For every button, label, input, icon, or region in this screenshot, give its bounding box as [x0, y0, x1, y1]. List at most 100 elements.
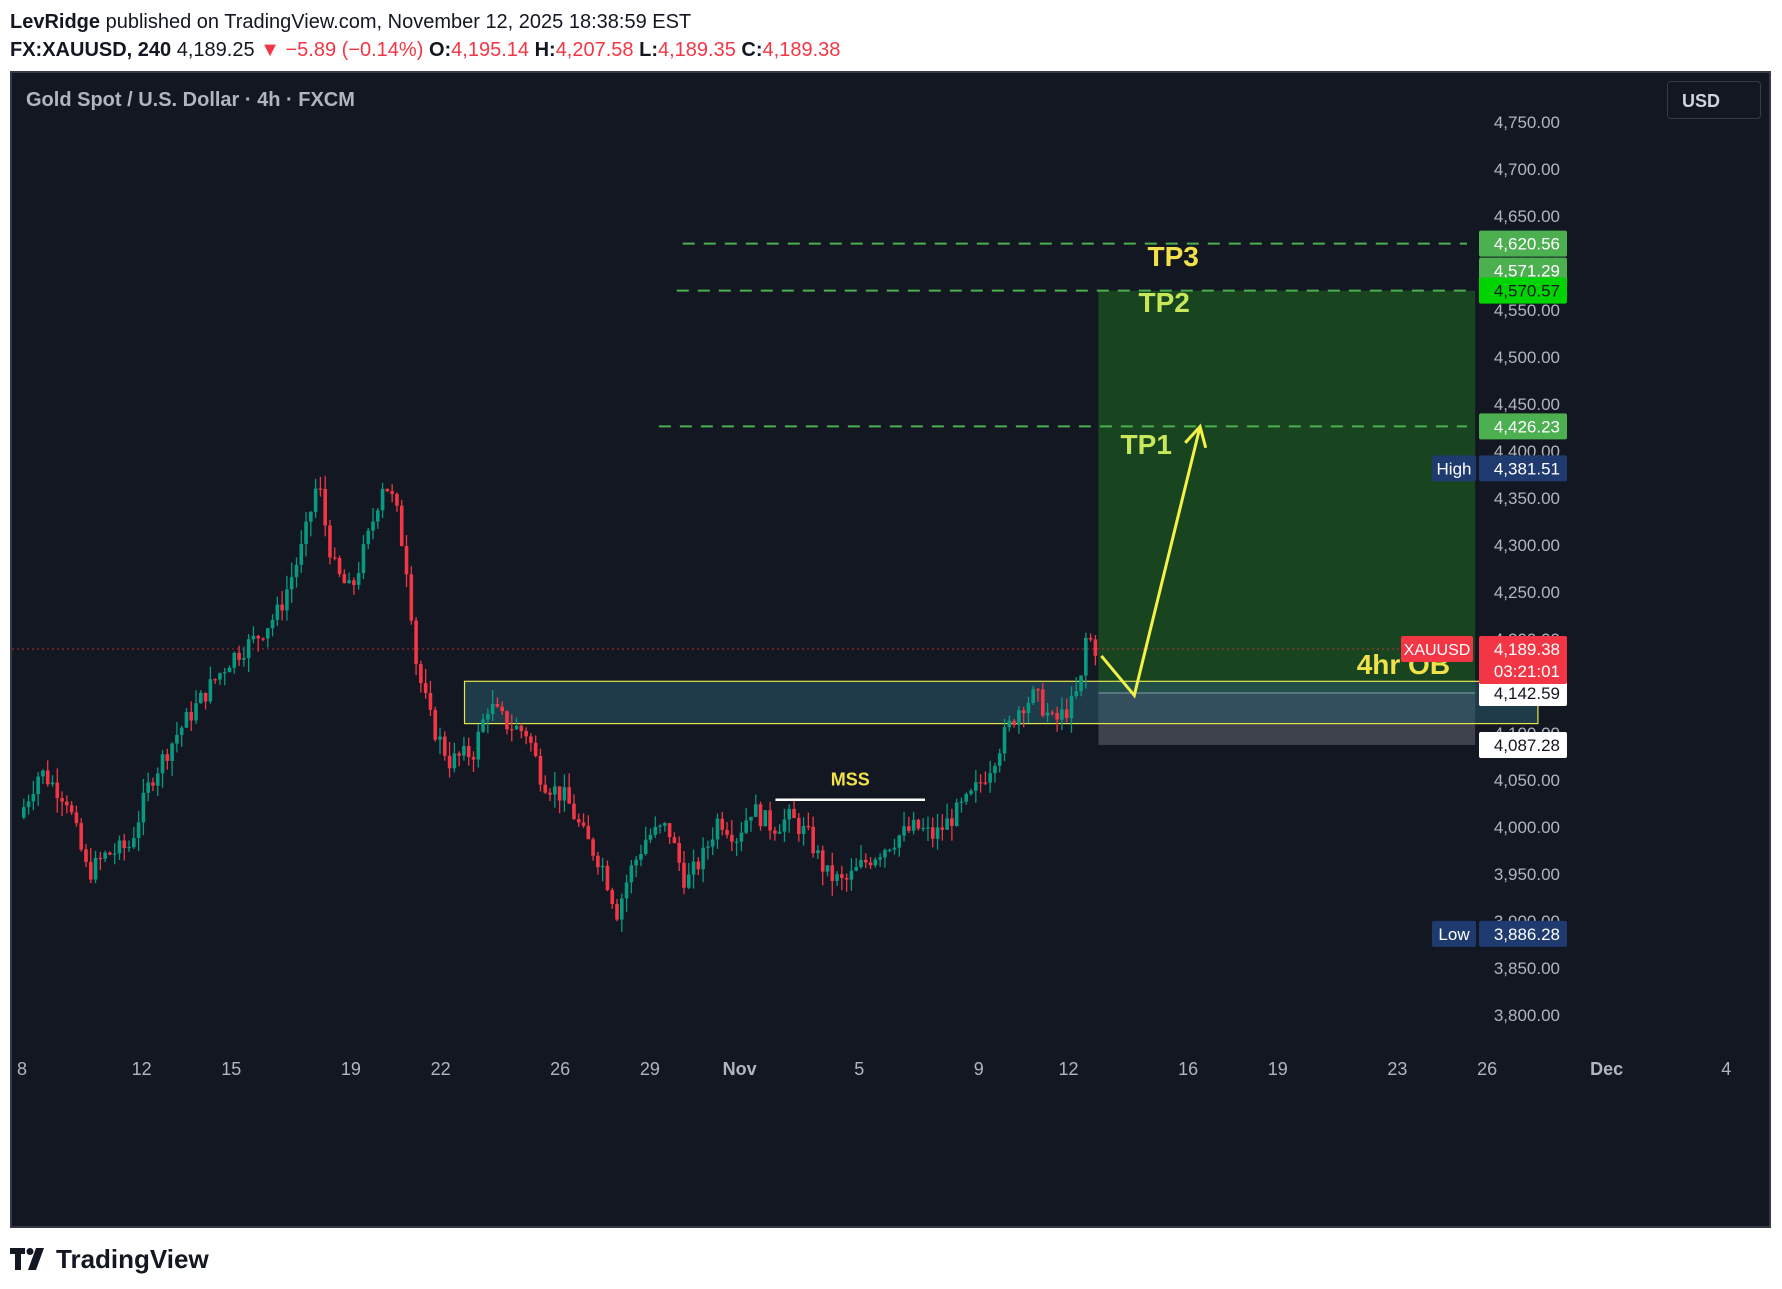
candle-body	[950, 818, 954, 826]
chart-panel[interactable]: 4,750.004,700.004,650.004,600.004,550.00…	[10, 71, 1771, 1228]
candle-body	[811, 826, 815, 854]
close-label: C:	[741, 39, 763, 61]
candle-body	[1088, 637, 1093, 640]
candle-body	[543, 784, 548, 793]
tradingview-brand[interactable]: TradingView	[56, 1243, 209, 1274]
candle-body	[1055, 713, 1059, 720]
x-tick-label: 22	[431, 1059, 451, 1079]
candle-body	[701, 847, 705, 870]
y-tick-label: 4,350.00	[1494, 489, 1560, 508]
y-tick-label: 3,950.00	[1494, 865, 1560, 884]
candle-body	[275, 604, 280, 620]
author-name[interactable]: LevRidge	[10, 11, 101, 33]
candle-body	[907, 826, 911, 831]
candle-body	[371, 521, 375, 531]
candle-body	[768, 810, 772, 831]
candle-body	[720, 818, 725, 830]
candle-body	[74, 812, 79, 824]
candle-body	[55, 782, 60, 799]
published-text: published on TradingView.com, November 1…	[105, 11, 692, 33]
candle-body	[476, 731, 481, 760]
candle-body	[854, 867, 859, 871]
candle-body	[978, 782, 983, 784]
x-tick-label: 12	[1058, 1059, 1078, 1079]
price-label: 4,426.23	[1494, 417, 1560, 436]
candle-body	[1079, 675, 1083, 692]
candle-body	[117, 840, 122, 854]
candle-body	[232, 652, 237, 668]
candle-body	[610, 890, 615, 904]
candle-body	[887, 849, 892, 851]
candle-body	[868, 862, 873, 866]
candle-body	[481, 719, 485, 732]
candle-body	[1026, 702, 1031, 714]
candle-body	[945, 818, 949, 830]
candle-body	[84, 849, 88, 862]
candle-body	[777, 831, 782, 834]
y-tick-label: 4,700.00	[1494, 160, 1560, 179]
tradingview-logo-icon[interactable]	[10, 1248, 48, 1270]
candle-body	[390, 491, 394, 494]
extreme-tag: High	[1437, 459, 1472, 478]
candle-body	[572, 803, 576, 820]
high-label: H:	[534, 39, 556, 61]
candle-body	[758, 804, 763, 827]
price-chart[interactable]: 4,750.004,700.004,650.004,600.004,550.00…	[12, 73, 1769, 1226]
candle-body	[294, 564, 299, 578]
y-tick-label: 4,300.00	[1494, 536, 1560, 555]
extreme-value: 4,381.51	[1494, 459, 1560, 478]
y-tick-label: 4,500.00	[1494, 348, 1560, 367]
candle-body	[352, 580, 356, 585]
candle-body	[21, 807, 26, 818]
candle-body	[806, 826, 811, 828]
candle-body	[356, 573, 361, 585]
candle-body	[409, 574, 414, 621]
candle-body	[41, 770, 45, 777]
candle-body	[170, 743, 174, 761]
candle-body	[385, 488, 390, 492]
candle-body	[208, 679, 213, 702]
candle-body	[160, 754, 165, 774]
candle-body	[567, 787, 571, 804]
candle-body	[653, 826, 658, 835]
candle-body	[1012, 720, 1016, 725]
y-tick-label: 4,450.00	[1494, 395, 1560, 414]
candle-body	[667, 823, 672, 838]
candle-body	[706, 846, 710, 848]
y-tick-label: 4,050.00	[1494, 771, 1560, 790]
candle-body	[1060, 709, 1064, 720]
symbol-tag-box	[1401, 635, 1473, 662]
candle-body	[184, 711, 189, 728]
last-price-text: 4,189.25	[176, 39, 255, 61]
candle-body	[419, 664, 423, 684]
candle-body	[562, 787, 567, 801]
candle-body	[1084, 637, 1088, 676]
candle-body	[36, 776, 40, 795]
candle-body	[447, 755, 452, 769]
price-label: 4,087.28	[1494, 736, 1560, 755]
target-zone	[1098, 290, 1476, 693]
candle-body	[261, 638, 265, 640]
candle-body	[366, 530, 371, 545]
candle-body	[548, 792, 552, 795]
currency-button[interactable]: USD	[1667, 81, 1761, 119]
candle-body	[600, 865, 605, 868]
candle-body	[486, 714, 490, 720]
candle-body	[26, 801, 31, 808]
candle-body	[414, 620, 418, 665]
candle-body	[122, 840, 127, 849]
candle-body	[251, 635, 256, 640]
extreme-value-box	[1479, 920, 1567, 947]
low-label: L:	[639, 39, 658, 61]
candle-body	[361, 544, 366, 574]
candle-body	[930, 827, 935, 839]
x-tick-label: 8	[17, 1059, 27, 1079]
candle-body	[639, 853, 643, 860]
candle-body	[285, 589, 289, 611]
candle-body	[438, 736, 442, 740]
candle-body	[289, 577, 294, 590]
x-tick-label: 23	[1387, 1059, 1407, 1079]
price-label: 4,142.59	[1494, 684, 1560, 703]
candle-body	[505, 711, 509, 730]
candle-body	[1017, 710, 1021, 725]
